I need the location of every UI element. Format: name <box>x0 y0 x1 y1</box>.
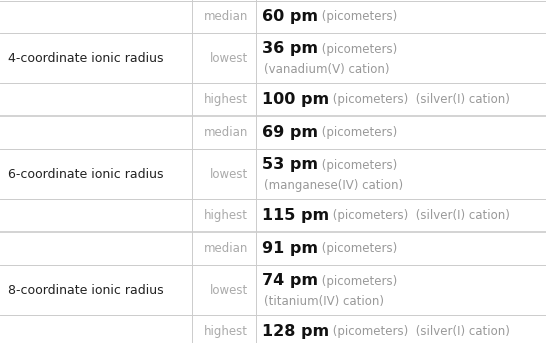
Text: 60 pm: 60 pm <box>262 9 318 24</box>
Text: median: median <box>204 10 248 23</box>
Text: (picometers): (picometers) <box>318 158 397 172</box>
Text: 6-coordinate ionic radius: 6-coordinate ionic radius <box>8 167 163 180</box>
Text: (picometers): (picometers) <box>318 126 397 139</box>
Text: lowest: lowest <box>210 167 248 180</box>
Text: median: median <box>204 242 248 255</box>
Text: (picometers): (picometers) <box>318 242 397 255</box>
Text: lowest: lowest <box>210 284 248 296</box>
Text: (picometers): (picometers) <box>318 274 397 287</box>
Text: highest: highest <box>204 325 248 338</box>
Text: (titanium(IV) cation): (titanium(IV) cation) <box>264 295 384 308</box>
Text: 36 pm: 36 pm <box>262 42 318 57</box>
Text: (picometers)  (silver(I) cation): (picometers) (silver(I) cation) <box>329 209 510 222</box>
Text: 53 pm: 53 pm <box>262 157 318 173</box>
Text: 91 pm: 91 pm <box>262 241 318 256</box>
Text: 69 pm: 69 pm <box>262 125 318 140</box>
Text: 8-coordinate ionic radius: 8-coordinate ionic radius <box>8 284 164 296</box>
Text: 128 pm: 128 pm <box>262 324 329 339</box>
Text: 100 pm: 100 pm <box>262 92 329 107</box>
Text: lowest: lowest <box>210 51 248 64</box>
Text: 115 pm: 115 pm <box>262 208 329 223</box>
Text: (picometers): (picometers) <box>318 43 397 56</box>
Text: (picometers)  (silver(I) cation): (picometers) (silver(I) cation) <box>329 325 510 338</box>
Text: median: median <box>204 126 248 139</box>
Text: (vanadium(V) cation): (vanadium(V) cation) <box>264 62 389 75</box>
Text: highest: highest <box>204 209 248 222</box>
Text: (picometers)  (silver(I) cation): (picometers) (silver(I) cation) <box>329 93 510 106</box>
Text: (picometers): (picometers) <box>318 10 397 23</box>
Text: highest: highest <box>204 93 248 106</box>
Text: 4-coordinate ionic radius: 4-coordinate ionic radius <box>8 51 163 64</box>
Text: (manganese(IV) cation): (manganese(IV) cation) <box>264 178 403 191</box>
Text: 74 pm: 74 pm <box>262 273 318 288</box>
